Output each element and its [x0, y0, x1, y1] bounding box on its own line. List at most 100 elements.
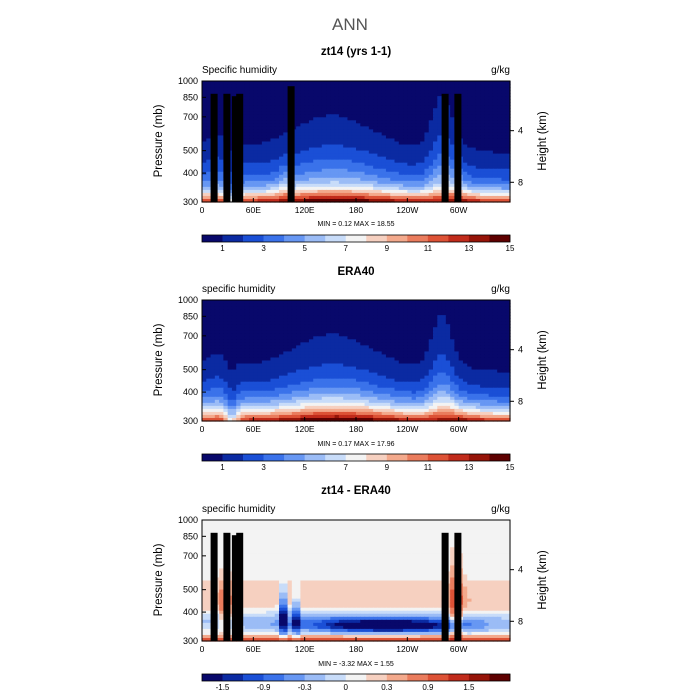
heatmap-cell — [347, 171, 353, 176]
heatmap-cell — [403, 360, 408, 365]
heatmap-cell — [270, 96, 276, 100]
heatmap-cell — [462, 306, 468, 310]
heatmap-cell — [202, 354, 207, 359]
heatmap-cell — [420, 150, 426, 155]
heatmap-cell — [480, 81, 485, 85]
heatmap-cell — [308, 336, 314, 340]
heatmap-cell — [304, 99, 310, 103]
heatmap-cell — [351, 162, 357, 167]
heatmap-cell — [231, 90, 237, 94]
heatmap-cell — [351, 369, 357, 374]
heatmap-cell — [467, 198, 473, 203]
heatmap-cell — [368, 327, 374, 331]
heatmap-cell — [462, 366, 468, 371]
heatmap-cell — [360, 342, 366, 346]
heatmap-cell — [214, 378, 220, 383]
heatmap-cell — [249, 321, 254, 325]
heatmap-cell — [492, 198, 498, 203]
heatmap-cell — [223, 300, 229, 304]
heatmap-cell — [257, 180, 263, 185]
heatmap-cell — [505, 351, 511, 356]
heatmap-cell — [385, 357, 391, 362]
heatmap-cell — [313, 147, 319, 152]
heatmap-cell — [317, 138, 323, 143]
heatmap-cell — [424, 171, 430, 176]
heatmap-cell — [505, 177, 511, 182]
heatmap-cell — [202, 198, 207, 203]
heatmap-cell — [368, 363, 374, 368]
heatmap-cell — [202, 342, 207, 346]
heatmap-cell — [253, 177, 259, 182]
heatmap-cell — [270, 300, 276, 304]
heatmap-cell — [475, 357, 481, 362]
heatmap-cell — [206, 369, 212, 374]
heatmap-cell — [206, 378, 212, 383]
heatmap-cell — [356, 117, 361, 121]
heatmap-cell — [450, 327, 455, 331]
heatmap-cell — [270, 129, 276, 134]
heatmap-cell — [475, 105, 481, 109]
heatmap-cell — [454, 372, 460, 377]
heatmap-cell — [253, 327, 259, 331]
heatmap-cell — [368, 183, 374, 188]
heatmap-cell — [471, 132, 477, 137]
heatmap-cell — [437, 180, 443, 185]
heatmap-cell — [347, 102, 353, 106]
heatmap-cell — [398, 138, 404, 143]
heatmap-cell — [261, 120, 267, 124]
heatmap-cell — [249, 84, 254, 88]
heatmap-cell — [480, 381, 485, 386]
heatmap-cell — [223, 354, 229, 359]
units-label: g/kg — [491, 65, 510, 76]
heatmap-cell — [300, 312, 306, 316]
heatmap-cell — [398, 321, 404, 325]
heatmap-cell — [321, 318, 327, 322]
heatmap-cell — [343, 345, 349, 350]
heatmap-cell — [390, 345, 396, 350]
heatmap-cell — [356, 336, 361, 340]
heatmap-cell — [317, 351, 323, 356]
heatmap-cell — [326, 177, 331, 182]
heatmap-cell — [475, 174, 481, 179]
heatmap-cell — [420, 381, 426, 386]
heatmap-cell — [351, 375, 357, 380]
heatmap-cell — [261, 321, 267, 325]
heatmap-cell — [407, 150, 413, 155]
heatmap-cell — [261, 312, 267, 316]
heatmap-cell — [467, 357, 473, 362]
heatmap-cell — [347, 324, 353, 328]
heatmap-cell — [321, 189, 327, 194]
heatmap-cell — [501, 198, 507, 203]
heatmap-cell — [441, 330, 447, 334]
heatmap-cell — [296, 336, 301, 340]
heatmap-cell — [450, 171, 455, 176]
heatmap-cell — [347, 339, 353, 343]
heatmap-cell — [403, 159, 408, 164]
heatmap-cell — [475, 114, 481, 118]
heatmap-cell — [497, 126, 503, 131]
heatmap-cell — [270, 333, 276, 337]
heatmap-cell — [347, 192, 353, 197]
heatmap-cell — [368, 84, 374, 88]
heatmap-cell — [390, 84, 396, 88]
heatmap-cell — [343, 381, 349, 386]
heatmap-cell — [475, 372, 481, 377]
heatmap-cell — [279, 378, 284, 383]
heatmap-cell — [308, 81, 314, 85]
heatmap-cell — [334, 369, 340, 374]
heatmap-cell — [261, 324, 267, 328]
heatmap-cell — [219, 339, 224, 343]
heatmap-cell — [462, 195, 468, 200]
heatmap-cell — [317, 150, 323, 155]
heatmap-cell — [501, 189, 507, 194]
heatmap-cell — [368, 351, 374, 356]
heatmap-cell — [330, 108, 336, 112]
heatmap-cell — [428, 138, 434, 143]
heatmap-cell — [467, 327, 473, 331]
heatmap-cell — [437, 189, 443, 194]
heatmap-cell — [214, 309, 220, 313]
heatmap-cell — [373, 375, 378, 380]
heatmap-cell — [351, 318, 357, 322]
heatmap-cell — [266, 360, 272, 365]
heatmap-cell — [420, 363, 426, 368]
